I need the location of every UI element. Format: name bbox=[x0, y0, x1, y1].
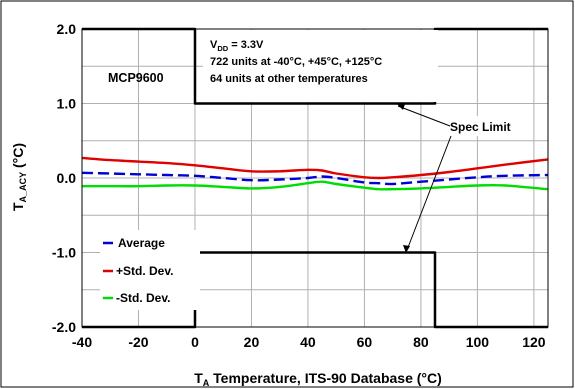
y-tick-label-4: -2.0 bbox=[52, 319, 76, 335]
y-axis-title-sub: A_ACY bbox=[18, 172, 28, 203]
legend: Average +Std. Dev. -Std. Dev. bbox=[100, 230, 200, 310]
spec-limit-label: Spec Limit bbox=[450, 120, 511, 134]
spec-limit-label-bg bbox=[446, 116, 532, 136]
y-tick-label-2: 0.0 bbox=[57, 170, 77, 186]
tick-label-layer: -40 -20 0 20 40 60 80 100 120 2.0 1.0 0.0 -1.0 -2.0 bbox=[52, 21, 546, 350]
conditions-vdd-sub: DD bbox=[217, 44, 228, 53]
conditions-vdd-value: = 3.3V bbox=[228, 39, 264, 51]
x-tick-label-5: 60 bbox=[357, 334, 373, 350]
series-layer bbox=[81, 156, 549, 191]
spec-limit-arrow-lower bbox=[406, 135, 452, 251]
legend-bg bbox=[100, 230, 200, 310]
y-axis-title: TA_ACY (°C) bbox=[10, 143, 28, 211]
plot-frame bbox=[81, 28, 549, 328]
spec-limit-annotation: Spec Limit bbox=[397, 104, 532, 253]
y-tick-label-1: 1.0 bbox=[57, 96, 77, 112]
spec-limit-arrowhead-lower bbox=[403, 245, 410, 253]
y-tick-label-3: -1.0 bbox=[52, 245, 76, 261]
conditions-line-2: 722 units at -40°C, +45°C, +125°C bbox=[210, 56, 382, 68]
series-line-average bbox=[81, 171, 549, 186]
legend-item-plus-std-dev: +Std. Dev. bbox=[103, 264, 173, 278]
device-label: MCP9600 bbox=[108, 71, 164, 85]
conditions-box: VDD = 3.3V 722 units at -40°C, +45°C, +1… bbox=[203, 30, 438, 102]
x-tick-label-1: -20 bbox=[128, 334, 148, 350]
x-tick-label-3: 20 bbox=[244, 334, 260, 350]
x-tick-label-2: 0 bbox=[191, 334, 199, 350]
conditions-vdd-base: V bbox=[210, 39, 218, 51]
spec-limit-arrow-upper bbox=[397, 105, 451, 127]
legend-label-average: Average bbox=[118, 236, 165, 250]
y-tick-label-0: 2.0 bbox=[57, 21, 77, 37]
series-line-minus-std-dev bbox=[82, 180, 549, 191]
series-line-plus-std-dev bbox=[81, 156, 549, 180]
legend-label-minus-std-dev: -Std. Dev. bbox=[116, 291, 170, 305]
y-axis-title-pre: T bbox=[10, 202, 26, 211]
conditions-vdd: VDD = 3.3V bbox=[210, 39, 264, 53]
x-tick-label-6: 80 bbox=[413, 334, 429, 350]
x-axis-title-sub: A bbox=[203, 378, 210, 388]
legend-item-minus-std-dev: -Std. Dev. bbox=[103, 291, 170, 305]
x-tick-label-8: 120 bbox=[522, 334, 546, 350]
x-tick-label-7: 100 bbox=[466, 334, 490, 350]
spec-limit-arrowhead-upper bbox=[397, 104, 405, 110]
x-tick-label-0: -40 bbox=[72, 334, 92, 350]
x-axis-title-post: Temperature, ITS-90 Database (°C) bbox=[209, 370, 442, 386]
x-axis-title: TA Temperature, ITS-90 Database (°C) bbox=[194, 370, 442, 388]
conditions-line-3: 64 units at other temperatures bbox=[210, 73, 368, 85]
legend-item-average: Average bbox=[103, 236, 165, 250]
x-tick-label-4: 40 bbox=[300, 334, 316, 350]
legend-label-plus-std-dev: +Std. Dev. bbox=[116, 264, 173, 278]
x-axis-title-pre: T bbox=[194, 370, 203, 386]
conditions-box-bg bbox=[203, 30, 438, 102]
y-axis-title-post: (°C) bbox=[10, 143, 26, 172]
